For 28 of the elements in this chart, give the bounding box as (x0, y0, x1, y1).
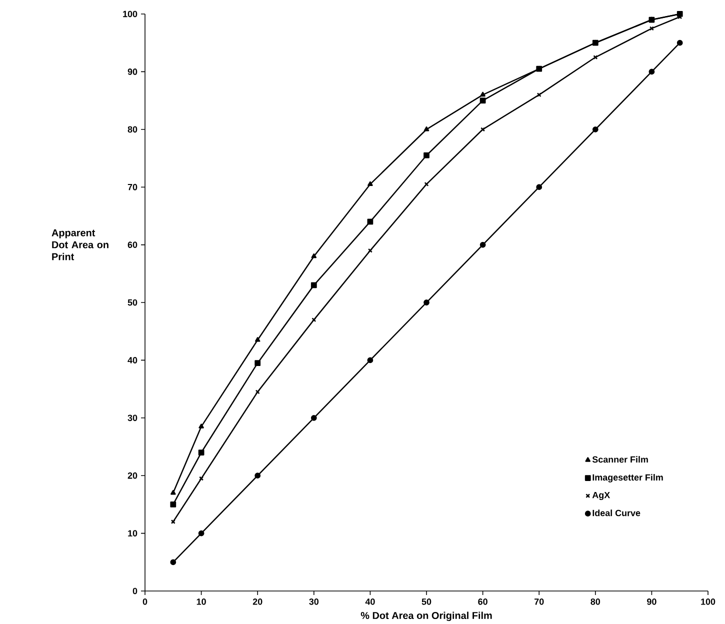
x-tick-label: 0 (142, 598, 148, 605)
x-tick-label: 60 (478, 598, 488, 605)
x-tick-label: 90 (647, 598, 656, 605)
legend-label: Scanner Film (592, 456, 648, 462)
y-tick-label: 60 (128, 241, 138, 248)
y-tick-label: 30 (128, 414, 138, 421)
legend-label: AgX (592, 492, 610, 500)
x-tick-label: 70 (534, 598, 544, 605)
x-tick-label: 30 (309, 598, 319, 605)
legend-label: Ideal Curve (592, 509, 640, 516)
x-tick-label: 50 (422, 598, 432, 605)
y-tick-label: 10 (128, 530, 138, 536)
x-tick-label: 20 (252, 598, 262, 605)
y-tick-label: 0 (132, 588, 138, 594)
y-axis-title: Apparent Dot Area on Print (52, 229, 108, 260)
y-tick-label: 70 (128, 184, 138, 190)
x-tick-label: 10 (196, 598, 206, 605)
y-tick-label: 40 (128, 356, 138, 364)
x-tick-label: 100 (701, 598, 716, 605)
y-tick-label: 100 (123, 10, 138, 18)
y-tick-label: 50 (128, 299, 138, 306)
x-tick-label: 80 (590, 598, 600, 605)
y-tick-label: 90 (128, 68, 138, 75)
legend-label: Imagesetter Film (592, 474, 663, 482)
x-axis-title: % Dot Area on Original Film (360, 612, 492, 621)
y-tick-label: 80 (128, 126, 138, 132)
y-tick-label: 20 (128, 472, 138, 479)
x-tick-label: 40 (365, 598, 375, 605)
